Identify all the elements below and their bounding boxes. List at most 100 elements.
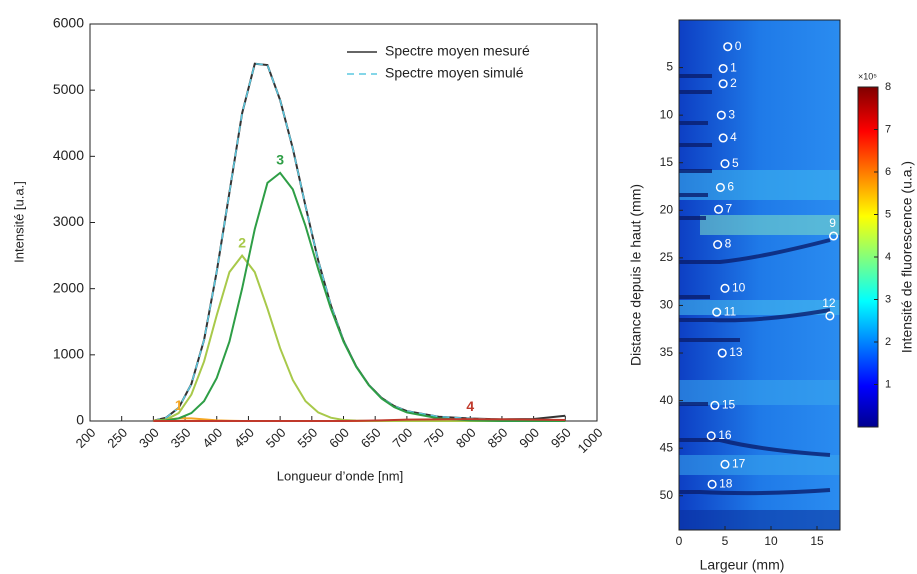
- grooves: [679, 74, 831, 496]
- sample-label: 4: [730, 130, 737, 144]
- x-tick-label: 1000: [574, 425, 605, 456]
- sample-point: [714, 204, 724, 214]
- x-tick-label: 500: [263, 425, 289, 451]
- sample-label: 12: [822, 296, 836, 310]
- y-tick-label: 2000: [53, 279, 84, 295]
- sample-label: 0: [735, 39, 742, 53]
- sample-point: [718, 63, 728, 74]
- colorbar-tick-label: 8: [885, 81, 891, 93]
- x-tick-label: 200: [73, 425, 99, 451]
- image-texture: [679, 170, 840, 530]
- y-tick-label: 40: [660, 393, 674, 407]
- sample-label: 10: [732, 280, 746, 294]
- x-tick-label: 650: [358, 425, 384, 451]
- y-tick-label: 5: [666, 60, 673, 74]
- x-tick-label: 900: [516, 425, 542, 451]
- component-label: 3: [276, 152, 284, 168]
- y-tick-label: 50: [660, 488, 674, 502]
- image: [679, 20, 840, 530]
- spectrum-chart: Intensité [u.a.] Longueur d’onde [nm] 0 1…: [11, 15, 605, 484]
- x-tick-label: 550: [294, 425, 320, 451]
- sample-label: 17: [732, 457, 746, 471]
- series-line: [153, 62, 566, 422]
- x-tick-label: 700: [389, 425, 415, 451]
- x-tick-label: 750: [421, 425, 447, 451]
- sample-label: 15: [722, 398, 736, 412]
- series-line: [153, 253, 566, 422]
- x-tick-label: 400: [199, 425, 225, 451]
- sample-point: [720, 159, 730, 169]
- y-tick-label: 0: [76, 412, 84, 428]
- sample-point: [720, 283, 730, 293]
- sample-point: [706, 431, 716, 441]
- component-label: 1: [175, 397, 183, 413]
- x-tick-label: 5: [722, 534, 729, 548]
- legend-label: Spectre moyen mesuré: [385, 43, 530, 59]
- x-tick-label: 15: [810, 534, 824, 548]
- colorbar-tick-label: 2: [885, 336, 891, 348]
- y-tick-label: 15: [660, 155, 674, 169]
- y-tick-label: 35: [660, 345, 674, 359]
- sample-point: [718, 133, 728, 143]
- y-tick-label: 45: [660, 440, 674, 454]
- sample-point: [829, 231, 839, 241]
- x-tick-label: 0: [676, 534, 683, 548]
- sample-label: 2: [730, 76, 737, 90]
- series-line: [153, 418, 566, 422]
- y-tick-label: 30: [660, 298, 674, 312]
- y-tick-label: 25: [660, 250, 674, 264]
- y-tick-label: 10: [660, 107, 674, 121]
- series-line: [153, 62, 566, 422]
- fluorescence-map: Distance depuis le haut (mm) Largeur (mm…: [628, 19, 915, 573]
- plot-frame: [89, 23, 598, 422]
- colorbar-tick-label: 3: [885, 293, 891, 305]
- sample-point: [715, 182, 725, 193]
- sample-label: 18: [719, 477, 733, 491]
- y-tick-label: 3000: [53, 213, 84, 229]
- x-tick-label: 250: [104, 425, 130, 451]
- sample-point: [720, 459, 730, 469]
- sample-point: [713, 240, 723, 250]
- y-tick-label: 5000: [53, 81, 84, 97]
- sample-point: [718, 79, 728, 89]
- component-label: 2: [238, 234, 246, 250]
- image-frame: [678, 19, 841, 531]
- x-tick-label: 850: [485, 425, 511, 451]
- y-axis-label: Distance depuis le haut (mm): [628, 184, 644, 366]
- sample-point: [707, 479, 717, 489]
- x-tick-label: 350: [168, 425, 194, 451]
- legend-label: Spectre moyen simulé: [385, 65, 524, 81]
- y-axis-label: Intensité [u.a.]: [11, 181, 26, 263]
- sample-label: 9: [829, 216, 836, 230]
- colorbar-tick-label: 7: [885, 123, 891, 135]
- sample-label: 3: [728, 107, 735, 121]
- y-tick-label: 6000: [53, 15, 84, 31]
- sample-label: 7: [726, 202, 733, 216]
- colorbar-tick-label: 1: [885, 378, 891, 390]
- colorbar-tick-label: 5: [885, 208, 891, 220]
- x-axis-label: Largeur (mm): [700, 557, 785, 573]
- sample-label: 16: [718, 428, 732, 442]
- y-tick-label: 1000: [53, 346, 84, 362]
- x-tick-label: 10: [764, 534, 778, 548]
- colorbar-tick-label: 4: [885, 251, 891, 263]
- sample-point: [712, 307, 722, 317]
- y-tick-label: 20: [660, 202, 674, 216]
- sample-point: [717, 348, 727, 358]
- x-axis-label: Longueur d’onde [nm]: [277, 468, 403, 483]
- sample-point: [716, 110, 726, 120]
- x-tick-label: 300: [136, 425, 162, 451]
- series-line: [153, 171, 566, 422]
- sample-label: 5: [732, 156, 739, 170]
- sample-point: [710, 400, 720, 410]
- colorbar-label: Intensité de fluorescence (u.a.): [899, 161, 915, 353]
- x-tick-label: 450: [231, 425, 257, 451]
- sample-label: 11: [724, 304, 737, 318]
- colorbar-multiplier: ×10⁵: [858, 71, 877, 81]
- sample-label: 8: [725, 237, 732, 251]
- sample-label: 6: [727, 180, 734, 194]
- sample-point: [825, 311, 835, 321]
- x-tick-label: 600: [326, 425, 352, 451]
